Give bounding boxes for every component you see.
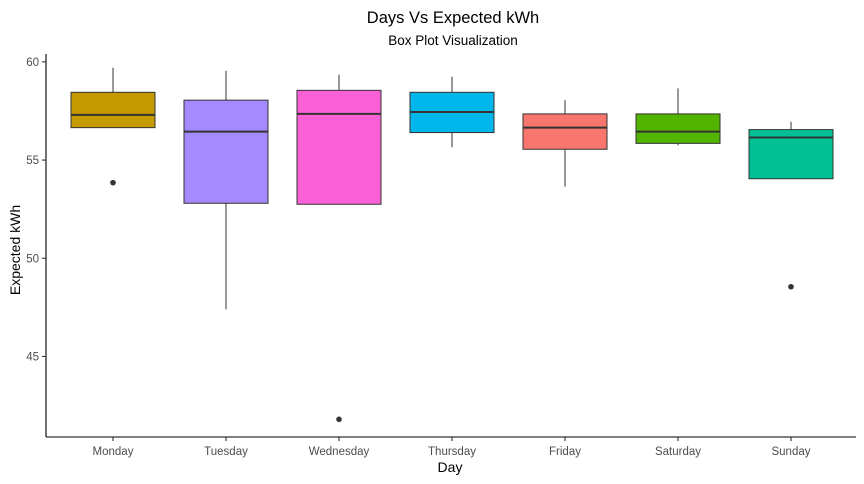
y-tick-label: 55	[26, 155, 39, 167]
x-tick-label: Thursday	[428, 446, 476, 458]
y-axis-title: Expected kWh	[7, 205, 23, 295]
box-iqr	[522, 113, 608, 150]
box-iqr	[183, 99, 269, 204]
box-iqr	[635, 113, 721, 144]
box-group-wednesday	[296, 74, 382, 423]
outlier-point	[336, 416, 342, 423]
box-group-monday	[70, 67, 156, 186]
outlier-point	[110, 179, 116, 186]
x-tick-label: Sunday	[771, 446, 810, 458]
chart-subtitle: Box Plot Visualization	[388, 33, 518, 48]
y-tick-label: 45	[26, 351, 39, 363]
box-iqr	[296, 89, 382, 205]
x-tick-label: Monday	[93, 446, 134, 458]
box-iqr	[70, 91, 156, 129]
plot-area: 45 50 55 60 Monday Tuesday Wednesday Thursday Fr…	[26, 54, 856, 458]
y-tick-label: 60	[26, 57, 39, 69]
chart-title: Days Vs Expected kWh	[367, 9, 539, 27]
box-group-sunday	[748, 121, 834, 290]
box-group-thursday	[409, 76, 495, 148]
x-axis-title: Day	[438, 459, 463, 475]
x-tick-label: Tuesday	[204, 446, 248, 458]
x-tick-label: Wednesday	[309, 446, 370, 458]
box-group-saturday	[635, 88, 721, 146]
y-tick-label: 50	[26, 253, 39, 265]
box-group-friday	[522, 100, 608, 187]
outlier-point	[788, 283, 794, 290]
x-tick-label: Saturday	[655, 446, 701, 458]
x-tick-label: Friday	[549, 446, 581, 458]
box-group-tuesday	[183, 70, 269, 310]
